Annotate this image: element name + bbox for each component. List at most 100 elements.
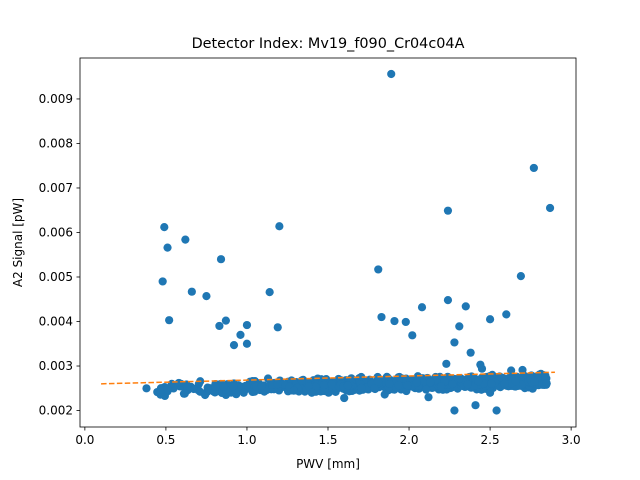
scatter-point-outlier bbox=[165, 316, 174, 325]
scatter-point bbox=[257, 381, 266, 390]
scatter-point-outlier bbox=[387, 69, 396, 79]
plot-area bbox=[79, 57, 577, 428]
scatter-point-outlier bbox=[424, 393, 433, 402]
scatter-point-outlier bbox=[455, 322, 464, 331]
scatter-point bbox=[219, 382, 228, 391]
x-axis-label: PWV [mm] bbox=[296, 457, 360, 471]
x-tick-label: 2.5 bbox=[481, 433, 500, 447]
scatter-point-outlier bbox=[529, 163, 538, 173]
scatter-point-outlier bbox=[307, 388, 316, 397]
scatter-point bbox=[211, 382, 220, 391]
scatter-point-outlier bbox=[340, 393, 349, 403]
scatter-point bbox=[412, 378, 421, 387]
scatter-point bbox=[500, 379, 509, 388]
scatter-point-outlier bbox=[450, 338, 459, 347]
scatter-point bbox=[463, 380, 472, 389]
scatter-point-outlier bbox=[158, 277, 167, 286]
y-tick-label: 0.008 bbox=[39, 137, 73, 151]
scatter-point-outlier bbox=[229, 341, 239, 350]
outlier-points bbox=[158, 69, 555, 415]
scatter-point bbox=[511, 377, 520, 386]
scatter-point bbox=[297, 376, 306, 385]
scatter-point-outlier bbox=[273, 323, 282, 332]
scatter-point bbox=[487, 379, 496, 388]
scatter-point bbox=[370, 384, 379, 393]
scatter-point-outlier bbox=[239, 388, 248, 397]
scatter-point bbox=[289, 386, 298, 395]
scatter-point-outlier bbox=[242, 339, 252, 348]
y-tick-label: 0.003 bbox=[39, 359, 73, 373]
scatter-point bbox=[196, 387, 205, 396]
scatter-point bbox=[357, 383, 366, 393]
scatter-point-outlier bbox=[502, 310, 511, 319]
scatter-point-outlier bbox=[174, 378, 183, 388]
scatter-point-outlier bbox=[390, 316, 399, 326]
y-axis: 0.002 0.003 0.004 0.005 0.006 0.007 0.008 0.009 bbox=[39, 92, 80, 418]
scatter-point bbox=[448, 379, 457, 389]
scatter-point-outlier bbox=[216, 255, 226, 264]
scatter-point bbox=[385, 379, 394, 389]
scatter-point bbox=[343, 381, 353, 390]
x-axis: 0.0 0.5 1.0 1.5 2.0 2.5 3.0 bbox=[75, 427, 581, 447]
scatter-point-outlier bbox=[242, 320, 252, 330]
scatter-point bbox=[304, 382, 314, 391]
scatter-point-outlier bbox=[466, 348, 475, 357]
scatter-point-outlier bbox=[380, 390, 389, 399]
scatter-point-outlier bbox=[485, 315, 495, 324]
scatter-point-outlier bbox=[461, 302, 470, 311]
x-tick-label: 2.0 bbox=[399, 433, 418, 447]
scatter-point-outlier bbox=[215, 321, 224, 331]
scatter-point-outlier bbox=[485, 388, 495, 397]
scatter-point-outlier bbox=[181, 235, 190, 244]
x-tick-label: 3.0 bbox=[562, 433, 581, 447]
scatter-point-outlier bbox=[507, 366, 516, 375]
scatter-point bbox=[403, 381, 412, 390]
x-tick-label: 0.0 bbox=[75, 433, 94, 447]
scatter-point-outlier bbox=[492, 406, 501, 415]
scatter-point bbox=[327, 380, 336, 389]
x-tick-label: 0.5 bbox=[156, 433, 175, 447]
scatter-point bbox=[542, 379, 551, 388]
scatter-point-outlier bbox=[221, 316, 230, 325]
scatter-point-outlier bbox=[265, 288, 274, 297]
scatter-point-outlier bbox=[374, 265, 383, 274]
scatter-point-outlier bbox=[477, 364, 487, 373]
scatter-point-outlier bbox=[450, 406, 459, 415]
scatter-point-outlier bbox=[263, 374, 273, 383]
scatter-point-outlier bbox=[443, 296, 453, 305]
scatter-point-outlier bbox=[408, 331, 417, 340]
y-tick-label: 0.009 bbox=[39, 92, 73, 106]
scatter-point bbox=[273, 380, 282, 389]
chart-title: Detector Index: Mv19_f090_Cr04c04A bbox=[192, 36, 465, 52]
scatter-point-outlier bbox=[275, 222, 284, 231]
scatter-point bbox=[373, 377, 383, 386]
scatter-point-outlier bbox=[187, 287, 196, 296]
scatter-point bbox=[228, 382, 238, 391]
scatter-points bbox=[142, 369, 551, 401]
scatter-point-outlier bbox=[471, 401, 480, 410]
y-tick-label: 0.006 bbox=[39, 226, 73, 240]
y-tick-label: 0.007 bbox=[39, 181, 73, 195]
x-tick-label: 1.0 bbox=[237, 433, 256, 447]
scatter-point bbox=[242, 382, 251, 391]
x-tick-label: 1.5 bbox=[318, 433, 337, 447]
scatter-point bbox=[142, 384, 151, 393]
scatter-point bbox=[436, 382, 446, 391]
scatter-point bbox=[530, 377, 539, 386]
scatter-point-outlier bbox=[443, 206, 453, 215]
scatter-point-outlier bbox=[518, 365, 527, 375]
scatter-point bbox=[319, 380, 329, 390]
scatter-point-outlier bbox=[377, 312, 386, 322]
y-tick-label: 0.004 bbox=[39, 315, 73, 329]
scatter-point bbox=[180, 389, 189, 398]
y-tick-label: 0.002 bbox=[39, 404, 73, 418]
y-tick-label: 0.005 bbox=[39, 270, 73, 284]
scatter-point-outlier bbox=[401, 317, 410, 327]
scatter-point-outlier bbox=[516, 272, 525, 281]
scatter-point-outlier bbox=[417, 303, 427, 312]
scatter-point-outlier bbox=[163, 243, 172, 252]
scatter-point-outlier bbox=[160, 223, 169, 232]
scatter-point bbox=[422, 385, 431, 394]
scatter-point bbox=[426, 378, 435, 387]
